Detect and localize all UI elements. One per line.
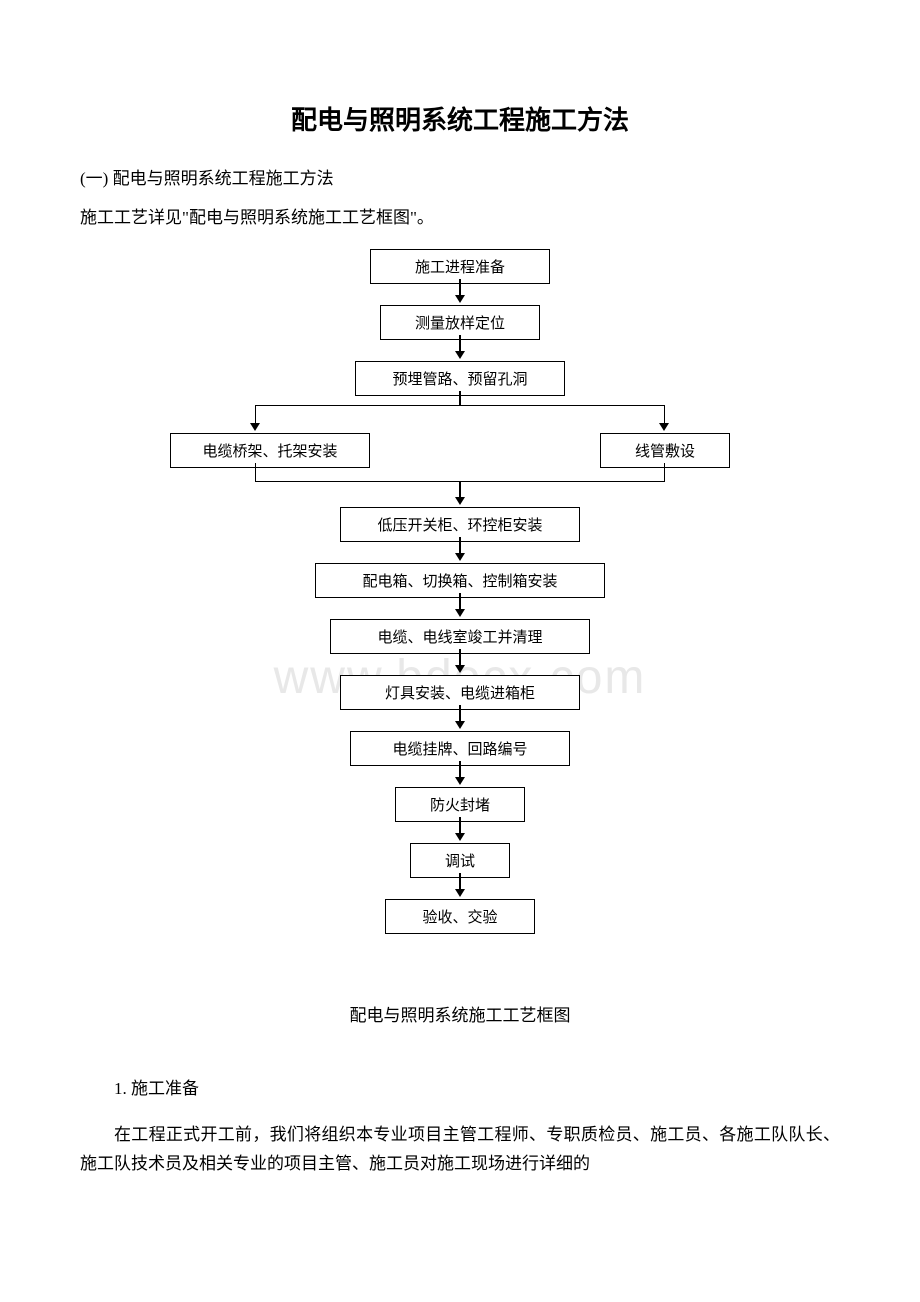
intro-line-2: 施工工艺详见"配电与照明系统施工工艺框图"。 xyxy=(80,204,840,231)
flow-edge xyxy=(255,405,665,406)
flow-edge xyxy=(255,463,256,481)
section-1-heading: 1. 施工准备 xyxy=(80,1074,840,1099)
arrow-icon xyxy=(250,423,260,431)
flow-edge xyxy=(664,463,665,481)
section-1-body: 在工程正式开工前，我们将组织本专业项目主管工程师、专职质检员、施工员、各施工队队… xyxy=(80,1121,840,1179)
intro-line-1: (一) 配电与照明系统工程施工方法 xyxy=(80,165,840,192)
flow-node-conduit: 线管敷设 xyxy=(600,433,730,468)
arrow-icon xyxy=(455,553,465,561)
arrow-icon xyxy=(455,609,465,617)
flow-edge xyxy=(459,391,461,405)
page-title: 配电与照明系统工程施工方法 xyxy=(80,100,840,137)
arrow-icon xyxy=(659,423,669,431)
flow-node-accept: 验收、交验 xyxy=(385,899,535,934)
flow-edge xyxy=(664,405,665,425)
arrow-icon xyxy=(455,889,465,897)
flow-edge xyxy=(255,405,256,425)
arrow-icon xyxy=(455,665,465,673)
arrow-icon xyxy=(455,351,465,359)
arrow-icon xyxy=(455,833,465,841)
arrow-icon xyxy=(455,721,465,729)
flow-node-cable-tray: 电缆桥架、托架安装 xyxy=(170,433,370,468)
flowchart-caption: 配电与照明系统施工工艺框图 xyxy=(80,1001,840,1026)
arrow-icon xyxy=(455,295,465,303)
arrow-icon xyxy=(455,777,465,785)
arrow-icon xyxy=(455,497,465,505)
